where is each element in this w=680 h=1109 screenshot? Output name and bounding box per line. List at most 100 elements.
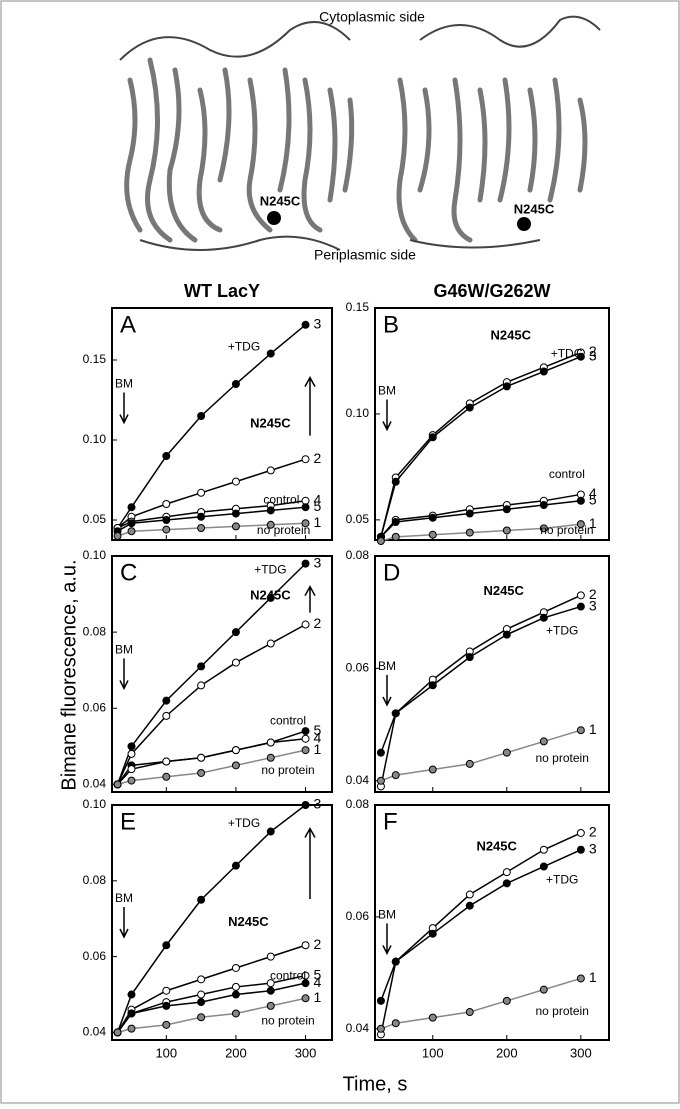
series-label: 2 bbox=[314, 936, 322, 952]
data-point bbox=[465, 890, 474, 899]
data-point bbox=[301, 503, 310, 512]
data-point bbox=[197, 488, 206, 497]
arrow-label: BM bbox=[115, 643, 133, 657]
data-point bbox=[266, 349, 275, 358]
bm-arrow bbox=[382, 399, 392, 432]
x-tick-label: 200 bbox=[496, 1045, 518, 1060]
data-point bbox=[127, 742, 136, 751]
series-label: 4 bbox=[589, 485, 597, 501]
data-point bbox=[502, 748, 511, 757]
data-point bbox=[113, 780, 122, 789]
data-point bbox=[391, 532, 400, 541]
data-point bbox=[576, 726, 585, 735]
y-tick-label: 0.04 bbox=[346, 773, 370, 787]
data-point bbox=[539, 613, 548, 622]
series-label: 2 bbox=[314, 615, 322, 631]
data-point bbox=[301, 519, 310, 528]
series-line bbox=[380, 356, 582, 538]
data-point bbox=[197, 990, 206, 999]
data-point bbox=[301, 801, 310, 809]
series-label: 5 bbox=[314, 966, 322, 982]
arrow-label: BM bbox=[115, 377, 133, 391]
x-tick-label: 200 bbox=[225, 1045, 247, 1060]
data-point bbox=[231, 990, 240, 999]
structure-label: Cytoplasmic side bbox=[319, 9, 425, 25]
series-label: 4 bbox=[314, 974, 322, 990]
data-point bbox=[162, 525, 171, 534]
y-tick-label: 0.06 bbox=[83, 949, 107, 963]
data-point bbox=[266, 986, 275, 995]
y-tick-label: 0.06 bbox=[346, 661, 370, 675]
data-point bbox=[266, 520, 275, 529]
series-label: 1 bbox=[314, 989, 322, 1005]
annotation: N245C bbox=[250, 588, 291, 603]
annotation: control bbox=[270, 713, 306, 727]
data-point bbox=[465, 509, 474, 518]
data-point bbox=[266, 466, 275, 475]
panel-label: B bbox=[383, 311, 399, 338]
series-label: 1 bbox=[589, 721, 597, 737]
data-point bbox=[231, 746, 240, 755]
site-label: N245C bbox=[260, 193, 301, 208]
data-point bbox=[162, 941, 171, 950]
arrow-label: BM bbox=[115, 891, 133, 905]
data-point bbox=[301, 979, 310, 988]
data-point bbox=[266, 639, 275, 648]
series-label: 1 bbox=[589, 969, 597, 985]
annotation: N245C bbox=[250, 415, 291, 430]
data-point bbox=[301, 559, 310, 568]
annotation: N245C bbox=[483, 583, 524, 598]
plot-frame bbox=[374, 307, 610, 541]
data-point bbox=[162, 452, 171, 460]
data-point bbox=[197, 662, 206, 671]
data-point bbox=[376, 537, 385, 546]
data-point bbox=[576, 591, 585, 600]
data-point bbox=[197, 1013, 206, 1022]
y-tick-label: 0.08 bbox=[346, 548, 370, 562]
x-tick-label: 100 bbox=[422, 1045, 444, 1060]
data-point bbox=[162, 757, 171, 766]
data-point bbox=[266, 593, 275, 602]
data-point bbox=[391, 957, 400, 966]
data-point bbox=[301, 727, 310, 736]
data-point bbox=[301, 734, 310, 743]
data-point bbox=[231, 982, 240, 991]
panel-label: D bbox=[383, 559, 400, 586]
data-point bbox=[301, 994, 310, 1003]
site-dot bbox=[517, 217, 531, 231]
structure-label: Periplasmic side bbox=[314, 247, 416, 263]
x-tick-label: 300 bbox=[295, 1045, 317, 1060]
data-point bbox=[197, 412, 206, 420]
data-point bbox=[162, 696, 171, 705]
data-point bbox=[197, 512, 206, 521]
y-tick-label: 0.06 bbox=[346, 909, 370, 923]
column-title: G46W/G262W bbox=[433, 281, 550, 301]
data-point bbox=[465, 528, 474, 537]
bm-arrow bbox=[119, 658, 129, 691]
y-tick-label: 0.10 bbox=[346, 406, 370, 420]
data-point bbox=[301, 941, 310, 950]
series-label: 3 bbox=[589, 597, 597, 613]
data-point bbox=[465, 1008, 474, 1017]
data-point bbox=[576, 352, 585, 361]
data-point bbox=[127, 1024, 136, 1033]
data-point bbox=[502, 382, 511, 391]
data-point bbox=[428, 513, 437, 522]
y-tick-label: 0.05 bbox=[83, 512, 107, 526]
series-line bbox=[116, 623, 306, 785]
bm-arrow bbox=[119, 907, 129, 939]
annotation: no protein bbox=[536, 751, 589, 765]
data-point bbox=[162, 711, 171, 720]
bm-arrow bbox=[382, 923, 392, 956]
data-point bbox=[539, 524, 548, 533]
data-point bbox=[162, 772, 171, 781]
series-label: 1 bbox=[314, 514, 322, 530]
data-point bbox=[391, 517, 400, 526]
panel-label: E bbox=[120, 808, 136, 835]
data-point bbox=[391, 771, 400, 780]
data-point bbox=[127, 990, 136, 999]
data-point bbox=[576, 602, 585, 611]
data-point bbox=[197, 975, 206, 984]
bm-arrow bbox=[119, 392, 129, 425]
